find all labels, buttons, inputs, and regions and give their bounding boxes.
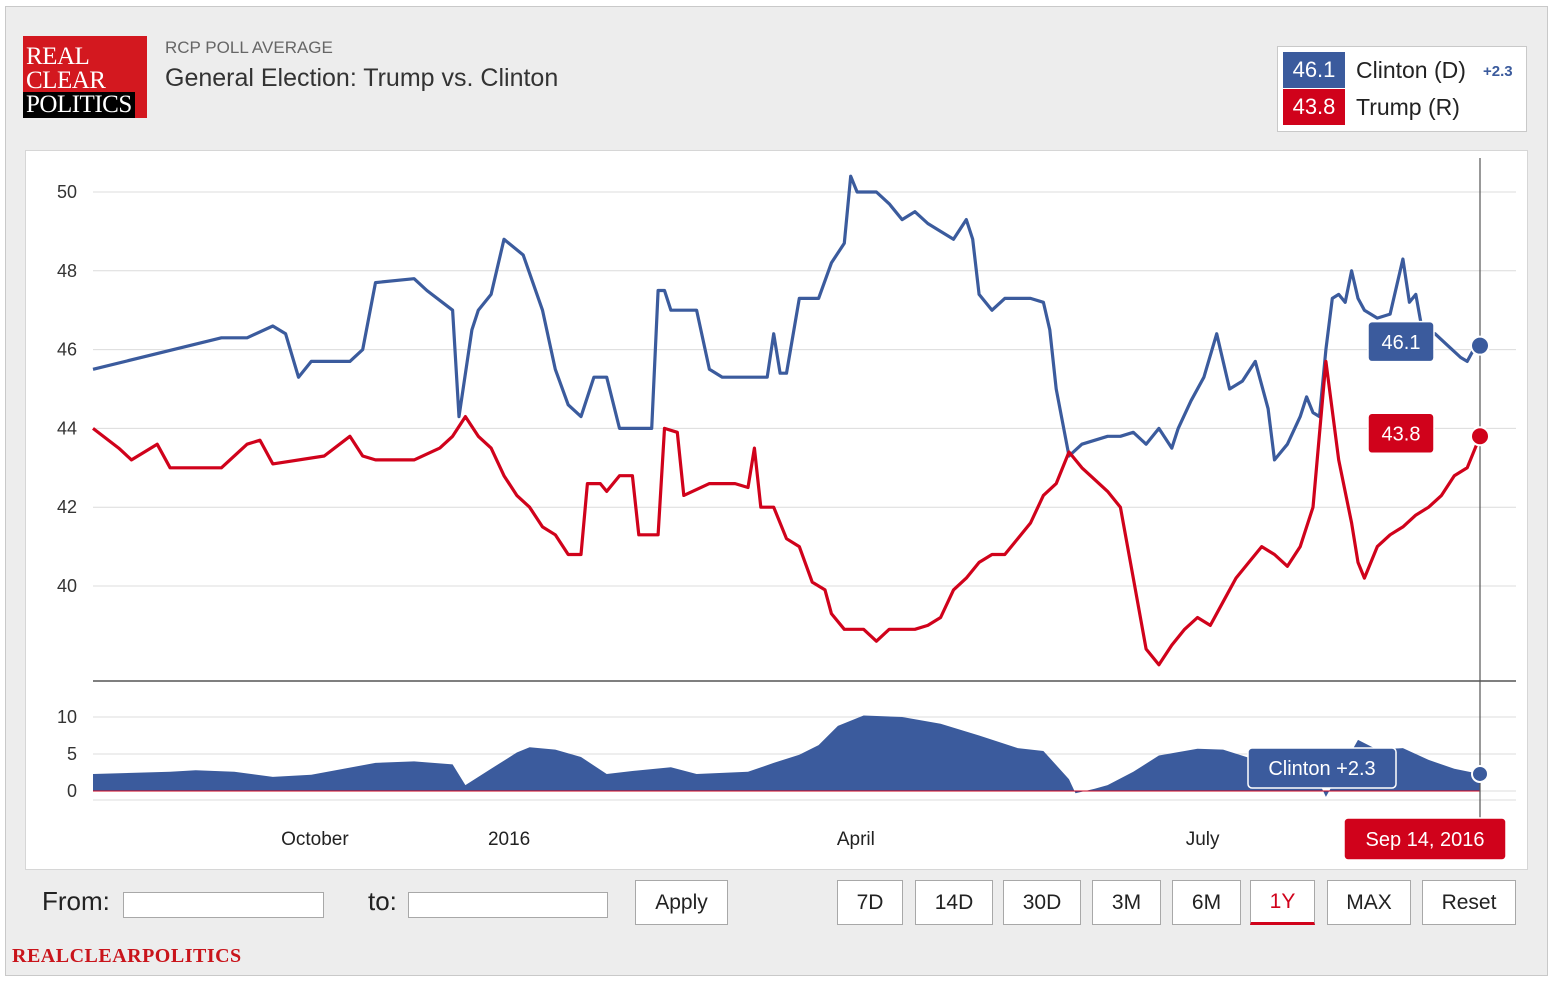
- logo-line-3: POLITICS: [23, 92, 135, 118]
- x-tick-label: October: [281, 829, 349, 850]
- range-1y-button[interactable]: 1Y: [1250, 880, 1315, 925]
- logo-line-1: REAL: [26, 43, 90, 70]
- spread-area: [93, 715, 1480, 797]
- legend-trump-value: 43.8: [1283, 89, 1345, 125]
- footer-brand: REALCLEARPOLITICS: [12, 945, 242, 967]
- spread-y-tick-label: 5: [67, 744, 77, 764]
- to-label: to:: [368, 886, 397, 916]
- range-7d-button[interactable]: 7D: [837, 880, 903, 925]
- spread-tooltip-box: [1247, 747, 1397, 789]
- main-y-tick-label: 46: [57, 340, 77, 360]
- legend-clinton-value: 46.1: [1283, 52, 1345, 88]
- rcp-logo: REAL CLEAR POLITICS: [23, 36, 147, 118]
- legend: 46.1 Clinton (D) +2.3 43.8 Trump (R): [1277, 46, 1527, 132]
- from-label: From:: [42, 886, 110, 916]
- legend-clinton-change: +2.3: [1483, 63, 1513, 80]
- chart-subtitle: RCP POLL AVERAGE: [165, 38, 333, 57]
- main-y-tick-label: 48: [57, 261, 77, 281]
- range-3m-button[interactable]: 3M: [1092, 880, 1161, 925]
- x-tick-label: April: [837, 829, 875, 850]
- to-date-input[interactable]: [408, 892, 608, 918]
- main-y-tick-label: 42: [57, 497, 77, 517]
- range-6m-button[interactable]: 6M: [1172, 880, 1241, 925]
- clinton-tooltip-box: [1367, 320, 1435, 363]
- date-tooltip-text: Sep 14, 2016: [1366, 829, 1485, 851]
- chart-title: General Election: Trump vs. Clinton: [165, 64, 559, 92]
- trump-tooltip-box: [1367, 412, 1435, 455]
- date-tooltip-box: [1343, 817, 1507, 861]
- main-y-tick-label: 50: [57, 182, 77, 202]
- clinton-tooltip-text: 46.1: [1382, 332, 1421, 354]
- main-y-tick-label: 40: [57, 576, 77, 596]
- logo-line-2: CLEAR: [26, 67, 106, 94]
- apply-button[interactable]: Apply: [635, 880, 728, 925]
- x-tick-label: July: [1186, 829, 1220, 850]
- spread-tooltip-text: Clinton +2.3: [1268, 758, 1375, 780]
- legend-clinton-name: Clinton (D): [1356, 57, 1466, 83]
- range-14d-button[interactable]: 14D: [915, 880, 993, 925]
- series-line-clinton: [92, 174, 1481, 462]
- series-line-trump: [92, 359, 1482, 667]
- reset-button[interactable]: Reset: [1422, 880, 1516, 925]
- range-controls: From: to: Apply 7D 14D 30D 3M 6M 1Y MAX …: [25, 872, 1528, 936]
- legend-trump-name: Trump (R): [1356, 94, 1460, 120]
- main-y-tick-label: 44: [57, 418, 77, 438]
- spread-current-point: [1471, 764, 1489, 783]
- spread-y-tick-label: 0: [67, 781, 77, 801]
- range-max-button[interactable]: MAX: [1327, 880, 1411, 925]
- x-tick-label: 2016: [488, 829, 530, 850]
- from-date-input[interactable]: [123, 892, 324, 918]
- trump-tooltip-text: 43.8: [1382, 423, 1421, 445]
- spread-y-tick-label: 10: [57, 707, 77, 727]
- range-30d-button[interactable]: 30D: [1003, 880, 1081, 925]
- clinton-current-point: [1470, 335, 1490, 356]
- trump-current-point: [1470, 426, 1490, 447]
